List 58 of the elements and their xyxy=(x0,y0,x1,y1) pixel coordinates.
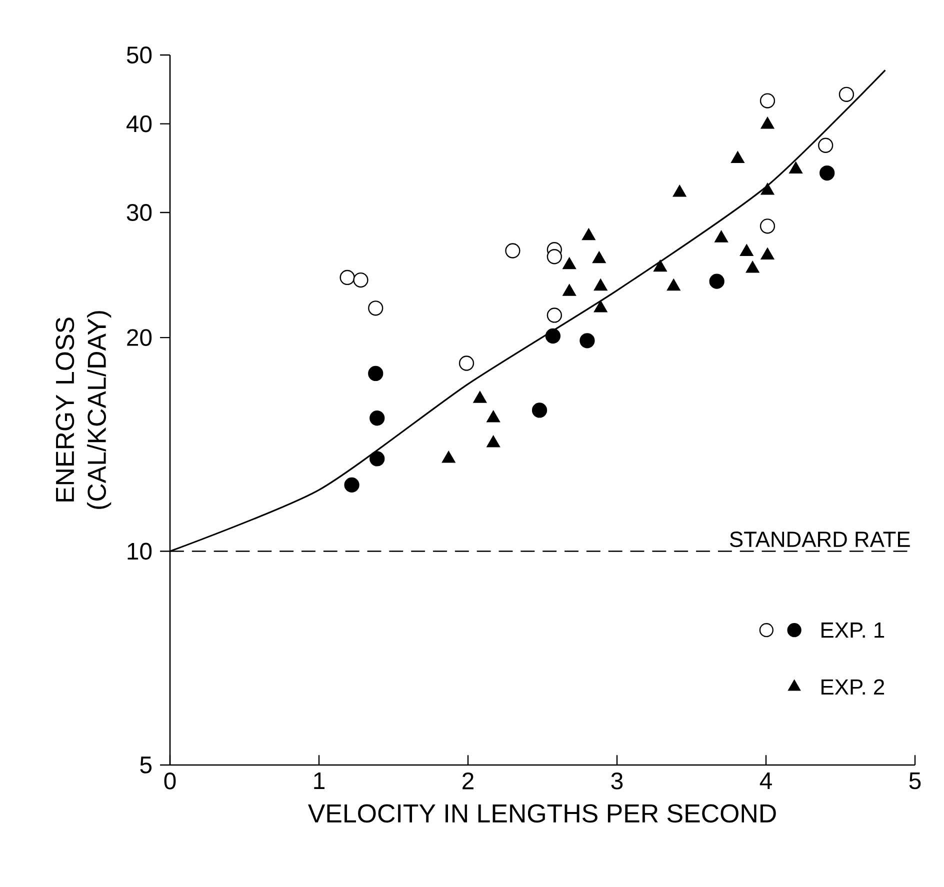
point xyxy=(532,402,548,418)
x-tick-label: 0 xyxy=(164,772,176,790)
y-axis-title: ENERGY LOSS (CAL/KCAL/DAY) xyxy=(56,311,112,509)
point xyxy=(789,162,802,174)
point xyxy=(666,278,680,291)
y-tick-label: 20 xyxy=(127,329,152,346)
point xyxy=(594,278,608,291)
point xyxy=(838,86,854,102)
point xyxy=(746,261,760,273)
point xyxy=(545,328,561,344)
x-tick-label: 1 xyxy=(314,772,324,789)
point xyxy=(458,356,474,371)
point xyxy=(486,436,500,448)
x-tick-label: 2 xyxy=(462,772,474,790)
point xyxy=(562,284,576,296)
point xyxy=(760,218,776,234)
point xyxy=(580,333,595,348)
legend-label: EXP. 1 xyxy=(822,622,884,638)
y-tick-label: 10 xyxy=(128,542,152,560)
point xyxy=(740,244,754,256)
point xyxy=(340,270,355,286)
y-tick-label: 5 xyxy=(140,756,152,774)
point xyxy=(760,248,774,260)
point xyxy=(714,230,728,242)
point xyxy=(760,117,774,129)
point xyxy=(505,243,520,258)
point xyxy=(442,451,456,463)
point xyxy=(546,249,562,264)
legend-label: EXP. 2 xyxy=(822,679,884,695)
point xyxy=(562,257,576,270)
point xyxy=(709,274,724,289)
point xyxy=(344,477,360,492)
ref-line-label: STANDARD RATE xyxy=(730,532,910,548)
point xyxy=(760,93,776,108)
x-tick-label: 4 xyxy=(760,772,772,789)
point xyxy=(370,410,385,426)
x-axis-title: VELOCITY IN LENGTHS PER SECOND xyxy=(308,804,776,823)
point xyxy=(654,260,667,272)
point xyxy=(592,251,606,264)
y-tick-label: 40 xyxy=(126,115,152,132)
point xyxy=(672,185,686,197)
y-tick-label: 30 xyxy=(126,204,152,221)
point xyxy=(368,300,384,316)
point xyxy=(731,151,744,163)
point xyxy=(486,410,500,422)
point xyxy=(368,366,384,382)
x-tick-label: 5 xyxy=(909,772,921,790)
y-tick-label: 50 xyxy=(126,46,152,64)
point xyxy=(473,391,487,403)
point xyxy=(546,308,562,323)
x-tick-label: 3 xyxy=(611,772,623,790)
point xyxy=(353,272,368,288)
point xyxy=(820,165,835,181)
point xyxy=(818,138,834,153)
point xyxy=(370,451,385,466)
point xyxy=(594,300,608,312)
point xyxy=(582,228,596,240)
point xyxy=(760,183,774,195)
